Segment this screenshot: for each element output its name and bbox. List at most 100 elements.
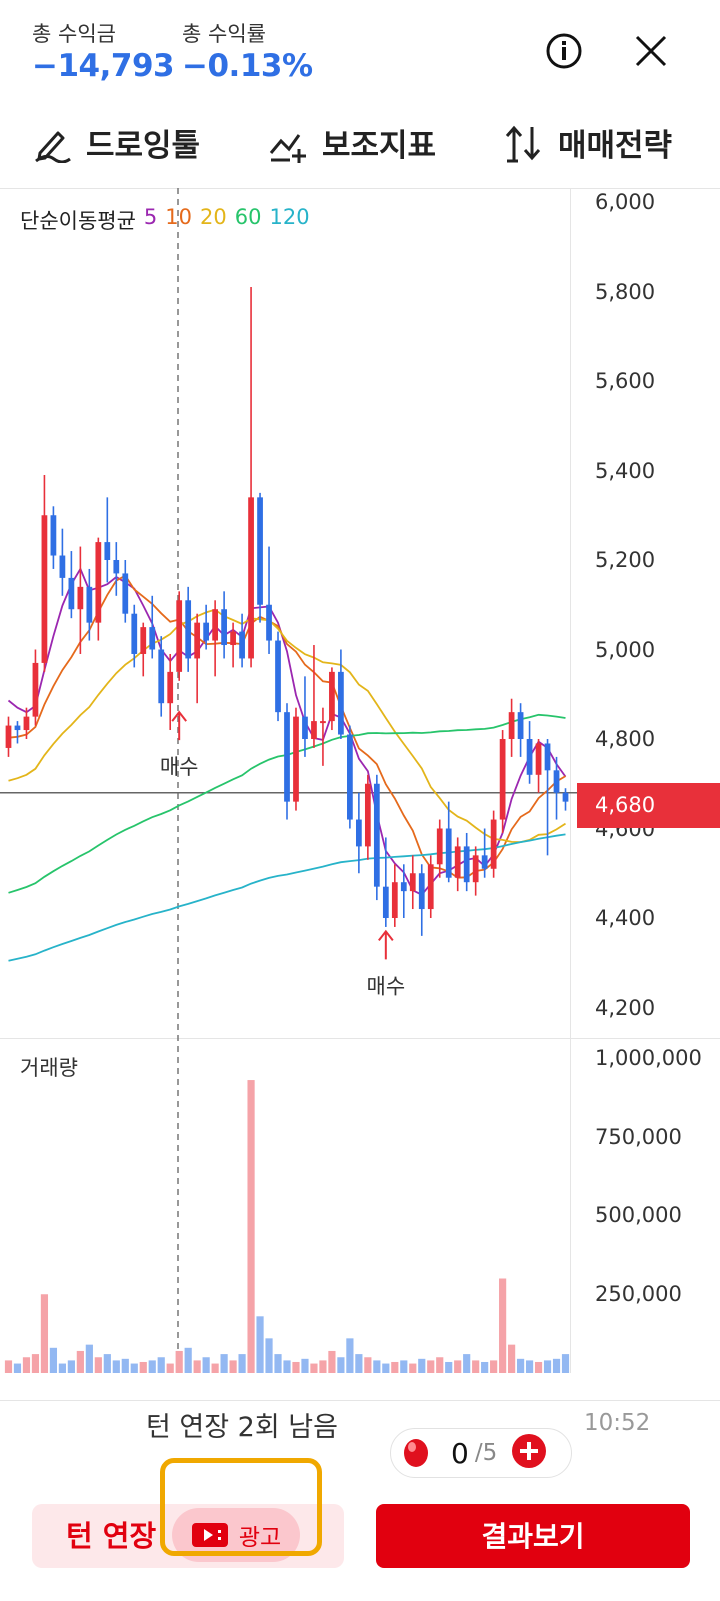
buy-arrow-icon — [171, 710, 187, 741]
indicator-label: 보조지표 — [322, 128, 437, 164]
candle-body — [284, 712, 290, 802]
volume-bar — [561, 1354, 570, 1373]
drawing-tool-label: 드로잉툴 — [86, 128, 201, 164]
strategy-label: 매매전략 — [558, 128, 673, 164]
candle-body — [86, 586, 93, 623]
candle-body — [95, 542, 102, 623]
candle-body — [41, 515, 48, 663]
total-rate-value: −0.13% — [182, 48, 313, 84]
candle-body — [104, 542, 111, 560]
ma-line-5 — [7, 566, 567, 896]
close-icon[interactable] — [634, 34, 668, 72]
volume-bar — [238, 1354, 246, 1373]
candle-body — [517, 712, 524, 739]
ma-legend-5: 5 — [143, 205, 158, 229]
price-tick-label: 5,800 — [595, 279, 656, 304]
timer: 10:52 — [584, 1410, 651, 1436]
volume-bar — [139, 1361, 147, 1373]
ma-legend: 단순이동평균 5 10 20 60 120 — [20, 205, 310, 235]
candle-body — [257, 497, 263, 605]
candle-body — [122, 573, 129, 614]
candle-body — [553, 770, 560, 793]
strategy-button[interactable]: 매매전략 — [504, 120, 672, 165]
divider — [0, 1038, 720, 1039]
volume-bar — [508, 1344, 516, 1373]
candle-body — [266, 604, 272, 641]
buy-marker-label: 매수 — [367, 974, 406, 998]
volume-bar — [211, 1363, 219, 1373]
candle-body — [239, 631, 245, 659]
candle-body — [275, 640, 281, 713]
volume-bar — [328, 1350, 336, 1373]
volume-bar — [490, 1360, 498, 1373]
volume-bar — [301, 1358, 309, 1373]
candle-body — [59, 555, 66, 578]
candle-body — [418, 873, 425, 910]
candle-body — [248, 497, 254, 659]
volume-bar — [31, 1354, 40, 1373]
ma-legend-60: 60 — [234, 205, 262, 229]
volume-bar — [4, 1360, 13, 1373]
volume-bar — [355, 1354, 363, 1373]
candle-body — [5, 725, 12, 748]
axis-divider — [570, 188, 571, 1373]
volume-bar — [148, 1360, 156, 1373]
volume-bar — [166, 1363, 174, 1373]
volume-bar — [418, 1358, 426, 1373]
candle-body — [293, 716, 299, 802]
info-icon[interactable] — [545, 32, 583, 74]
volume-bar — [40, 1294, 49, 1373]
indicator-button[interactable]: 보조지표 — [268, 120, 436, 165]
candle-body — [445, 828, 452, 878]
red-egg-icon — [403, 1434, 429, 1472]
volume-bar — [525, 1360, 534, 1373]
volume-bar — [85, 1344, 93, 1373]
candle-body — [436, 828, 443, 865]
turn-extend-label: 턴 연장 — [66, 1519, 157, 1553]
ma-line-120 — [8, 833, 566, 962]
candle-body — [194, 622, 201, 659]
candle-body — [158, 649, 165, 704]
volume-bar — [499, 1278, 507, 1373]
volume-bar — [463, 1354, 471, 1373]
volume-bar — [516, 1358, 525, 1373]
volume-bar — [310, 1363, 318, 1373]
volume-bar — [121, 1358, 129, 1373]
volume-bar — [454, 1360, 462, 1373]
volume-tick-label: 750,000 — [595, 1124, 682, 1149]
candle-body — [463, 846, 470, 883]
candle-body — [481, 855, 488, 869]
candle-body — [185, 600, 192, 659]
volume-bar — [229, 1360, 237, 1373]
ma-line-10 — [8, 574, 566, 879]
candle-body — [176, 600, 183, 672]
volume-bar — [382, 1363, 390, 1373]
volume-bar — [202, 1357, 210, 1373]
volume-tick-label: 1,000,000 — [595, 1046, 702, 1070]
total-profit-value: −14,793 — [32, 48, 175, 84]
show-result-button[interactable]: 결과보기 — [376, 1504, 690, 1568]
volume-bar — [543, 1360, 552, 1373]
drawing-tool-button[interactable]: 드로잉툴 — [32, 120, 200, 165]
candle-body — [77, 586, 84, 610]
candle-body — [203, 622, 210, 641]
volume-bar — [283, 1360, 291, 1373]
volume-bar — [67, 1360, 75, 1373]
highlight-frame — [160, 1458, 322, 1556]
volume-bar — [346, 1338, 354, 1373]
candle-body — [562, 792, 569, 802]
candle-body — [526, 739, 533, 775]
candle-body — [355, 819, 362, 847]
candle-body — [472, 855, 479, 883]
volume-bar — [130, 1363, 138, 1373]
buy-marker-label: 매수 — [160, 755, 199, 779]
volume-bar — [22, 1357, 31, 1373]
volume-bar — [292, 1361, 300, 1373]
price-tick-label: 4,800 — [595, 727, 656, 751]
candle-body — [544, 743, 551, 771]
volume-bar — [274, 1354, 282, 1373]
add-egg-button[interactable] — [511, 1433, 547, 1473]
volume-bar — [319, 1360, 327, 1373]
candle-body — [400, 882, 407, 892]
